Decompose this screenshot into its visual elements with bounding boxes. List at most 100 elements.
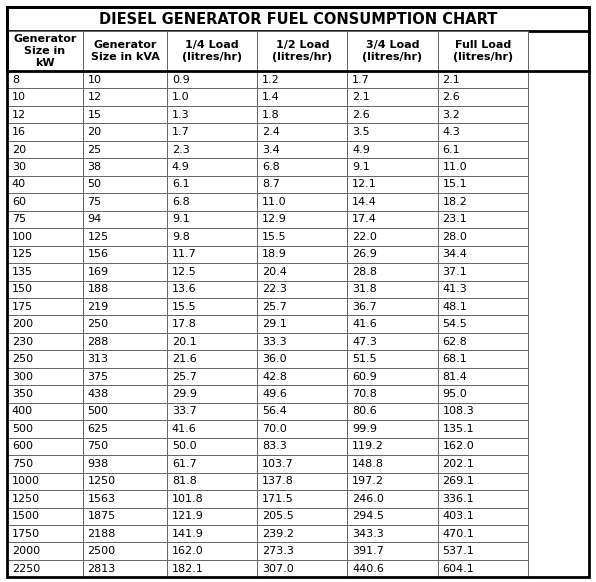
Text: 1500: 1500 — [12, 511, 40, 521]
Text: 6.8: 6.8 — [262, 162, 280, 172]
Text: 2.6: 2.6 — [442, 92, 460, 102]
Text: 2813: 2813 — [88, 563, 116, 574]
Bar — [167, 123, 257, 141]
Bar — [167, 106, 257, 123]
Bar — [257, 455, 347, 473]
Bar — [257, 403, 347, 420]
Text: 18.9: 18.9 — [262, 249, 287, 260]
Text: 313: 313 — [88, 354, 108, 364]
Bar — [437, 106, 528, 123]
Bar — [83, 158, 167, 176]
Bar — [437, 350, 528, 368]
Bar — [257, 71, 347, 88]
Bar — [257, 438, 347, 455]
Bar — [167, 542, 257, 560]
Bar — [83, 141, 167, 158]
Text: 101.8: 101.8 — [172, 494, 204, 504]
Bar — [257, 158, 347, 176]
Bar — [257, 123, 347, 141]
Text: 2.1: 2.1 — [352, 92, 370, 102]
Bar — [7, 525, 83, 542]
Bar — [7, 7, 589, 31]
Bar — [83, 490, 167, 508]
Text: 135.1: 135.1 — [442, 424, 474, 434]
Text: 83.3: 83.3 — [262, 441, 287, 452]
Bar — [347, 106, 437, 123]
Text: 1/4 Load
(litres/hr): 1/4 Load (litres/hr) — [182, 40, 242, 62]
Bar — [347, 246, 437, 263]
Bar — [167, 368, 257, 385]
Text: 18.2: 18.2 — [442, 197, 467, 207]
Bar — [257, 333, 347, 350]
Text: 13.6: 13.6 — [172, 284, 197, 294]
Text: 750: 750 — [12, 459, 33, 469]
Bar — [257, 31, 347, 71]
Text: 1563: 1563 — [88, 494, 116, 504]
Bar — [437, 333, 528, 350]
Text: 1/2 Load
(litres/hr): 1/2 Load (litres/hr) — [272, 40, 333, 62]
Text: 375: 375 — [88, 371, 108, 382]
Text: 12.1: 12.1 — [352, 179, 377, 190]
Bar — [437, 31, 528, 71]
Text: Generator
Size in kVA: Generator Size in kVA — [91, 40, 159, 62]
Bar — [257, 281, 347, 298]
Bar — [347, 31, 437, 71]
Bar — [257, 508, 347, 525]
Text: 938: 938 — [88, 459, 109, 469]
Bar — [167, 315, 257, 333]
Text: 60: 60 — [12, 197, 26, 207]
Bar — [7, 158, 83, 176]
Bar — [7, 7, 589, 71]
Bar — [347, 71, 437, 88]
Text: 61.7: 61.7 — [172, 459, 197, 469]
Text: 171.5: 171.5 — [262, 494, 294, 504]
Text: 81.4: 81.4 — [442, 371, 467, 382]
Bar — [437, 281, 528, 298]
Text: 269.1: 269.1 — [442, 476, 474, 487]
Bar — [437, 123, 528, 141]
Bar — [347, 560, 437, 577]
Text: 1.4: 1.4 — [262, 92, 280, 102]
Bar — [167, 71, 257, 88]
Bar — [167, 31, 257, 71]
Bar — [347, 385, 437, 403]
Bar — [257, 298, 347, 315]
Bar — [437, 420, 528, 438]
Bar — [257, 542, 347, 560]
Text: 37.1: 37.1 — [442, 267, 467, 277]
Text: 219: 219 — [88, 301, 109, 312]
Text: 15.5: 15.5 — [172, 301, 197, 312]
Text: 31.8: 31.8 — [352, 284, 377, 294]
Text: 1875: 1875 — [88, 511, 116, 521]
Bar — [437, 228, 528, 246]
Text: Full Load
(litres/hr): Full Load (litres/hr) — [452, 40, 513, 62]
Bar — [347, 455, 437, 473]
Text: 9.1: 9.1 — [352, 162, 370, 172]
Bar — [257, 350, 347, 368]
Bar — [83, 333, 167, 350]
Text: 604.1: 604.1 — [442, 563, 474, 574]
Text: 70.0: 70.0 — [262, 424, 287, 434]
Bar — [257, 490, 347, 508]
Bar — [437, 455, 528, 473]
Text: 2.4: 2.4 — [262, 127, 280, 137]
Bar — [347, 525, 437, 542]
Text: 162.0: 162.0 — [442, 441, 474, 452]
Bar — [437, 490, 528, 508]
Text: 2.3: 2.3 — [172, 144, 190, 155]
Bar — [167, 490, 257, 508]
Bar — [437, 315, 528, 333]
Text: 6.8: 6.8 — [172, 197, 190, 207]
Bar — [347, 88, 437, 106]
Bar — [347, 158, 437, 176]
Text: 12: 12 — [88, 92, 102, 102]
Text: 250: 250 — [12, 354, 33, 364]
Text: 300: 300 — [12, 371, 33, 382]
Bar — [167, 211, 257, 228]
Text: 26.9: 26.9 — [352, 249, 377, 260]
Text: 25: 25 — [88, 144, 102, 155]
Bar — [347, 420, 437, 438]
Bar — [7, 403, 83, 420]
Text: 60.9: 60.9 — [352, 371, 377, 382]
Text: 4.9: 4.9 — [172, 162, 190, 172]
